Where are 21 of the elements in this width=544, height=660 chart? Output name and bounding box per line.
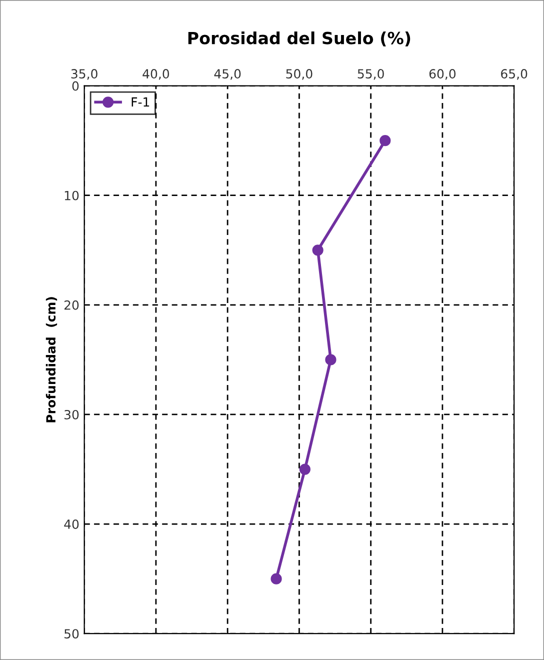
y-tick-label: 50 — [64, 629, 79, 639]
chart-title: Porosidad del Suelo (%) — [188, 31, 410, 46]
point — [380, 135, 391, 146]
x-tick-label: 60,0 — [429, 69, 456, 80]
y-tick-label: 20 — [64, 300, 79, 310]
y-tick-label: 10 — [64, 190, 79, 200]
point — [299, 464, 310, 475]
y-tick-label: 40 — [64, 520, 79, 529]
legend-label: F-1 — [132, 97, 150, 107]
point — [270, 573, 282, 584]
y-tick-label: 30 — [64, 410, 79, 420]
y-axis-title: Profundidad (cm) — [46, 297, 58, 422]
point — [325, 354, 336, 366]
point — [312, 244, 324, 256]
x-tick-label: 40,0 — [142, 69, 170, 80]
x-tick-label: 50,0 — [286, 69, 312, 80]
x-tick-label: 65,0 — [501, 69, 528, 80]
x-tick-label: 45,0 — [214, 69, 241, 80]
x-tick-label: 55,0 — [358, 69, 384, 80]
y-tick-label: 0 — [72, 81, 79, 91]
x-tick-label: 35,0 — [71, 69, 98, 80]
